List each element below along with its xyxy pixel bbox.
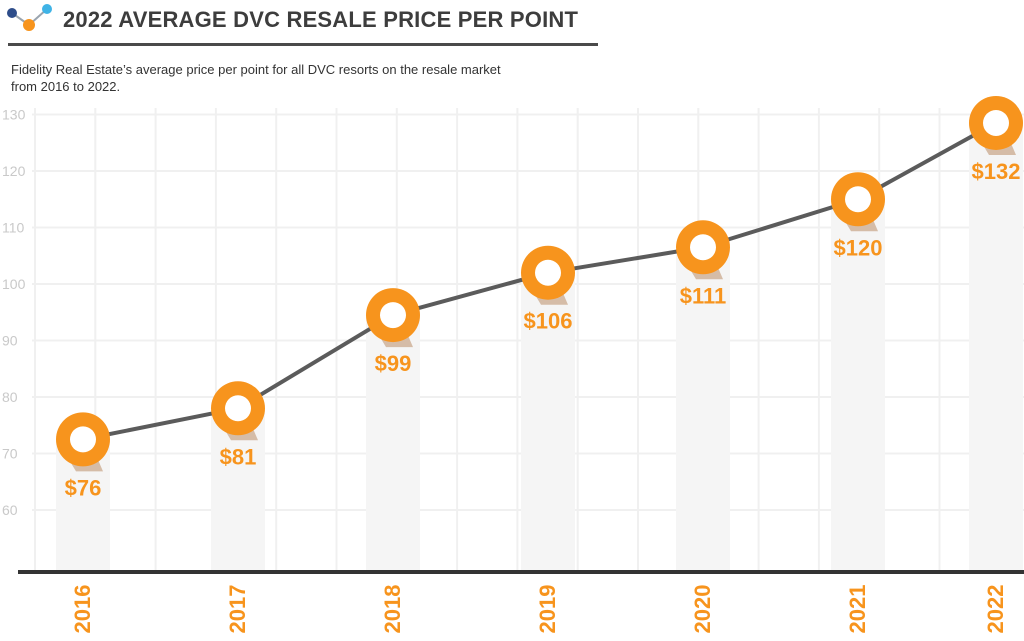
markers [56, 95, 1023, 472]
data-point-marker-center [535, 259, 561, 286]
data-label: $99 [375, 351, 412, 376]
chart-title: 2022 AVERAGE DVC RESALE PRICE PER POINT [63, 7, 579, 32]
line-graph-logo-icon [7, 4, 52, 31]
x-tick-label: 2018 [380, 585, 405, 634]
y-tick-label: 90 [2, 333, 18, 349]
data-point-marker-center [845, 186, 871, 213]
y-tick-label: 70 [2, 446, 18, 462]
y-tick-label: 100 [2, 276, 26, 292]
y-tick-label: 130 [2, 107, 26, 123]
title-underline [8, 43, 598, 46]
data-labels: $76 $81 $99 $106 $111 $120 $132 [65, 159, 1021, 500]
column-highlight [676, 247, 730, 572]
data-point-marker-center [983, 109, 1009, 136]
column-highlight [969, 122, 1023, 572]
x-tick-label: 2022 [983, 585, 1008, 634]
axes: 60 70 80 90 100 110 120 130 2016 2017 2018 2019 2020… [2, 107, 1024, 634]
y-tick-label: 80 [2, 389, 18, 405]
y-tick-label: 120 [2, 163, 26, 179]
column-highlight [366, 315, 420, 572]
chart-header: 2022 AVERAGE DVC RESALE PRICE PER POINT [0, 0, 600, 48]
data-point-marker-center [225, 395, 251, 422]
x-tick-label: 2017 [225, 585, 250, 634]
data-point-marker-center [70, 426, 96, 453]
column-highlight [521, 272, 575, 572]
data-label: $120 [834, 235, 883, 260]
y-tick-label: 110 [2, 220, 25, 236]
data-label: $81 [220, 444, 257, 469]
data-point-marker-center [690, 234, 716, 261]
x-tick-label: 2021 [845, 585, 870, 634]
data-point-marker-center [380, 302, 406, 329]
column-highlight [211, 408, 265, 572]
x-tick-label: 2016 [70, 585, 95, 634]
y-tick-label: 60 [2, 502, 18, 518]
data-label: $106 [524, 309, 573, 334]
column-highlight [831, 199, 885, 572]
x-tick-label: 2020 [690, 585, 715, 634]
data-label: $111 [680, 283, 727, 308]
x-tick-label: 2019 [535, 585, 560, 634]
chart-subtitle: Fidelity Real Estate’s average price per… [11, 62, 501, 94]
data-label: $76 [65, 475, 102, 500]
column-highlights [56, 122, 1023, 572]
data-label: $132 [972, 159, 1021, 184]
